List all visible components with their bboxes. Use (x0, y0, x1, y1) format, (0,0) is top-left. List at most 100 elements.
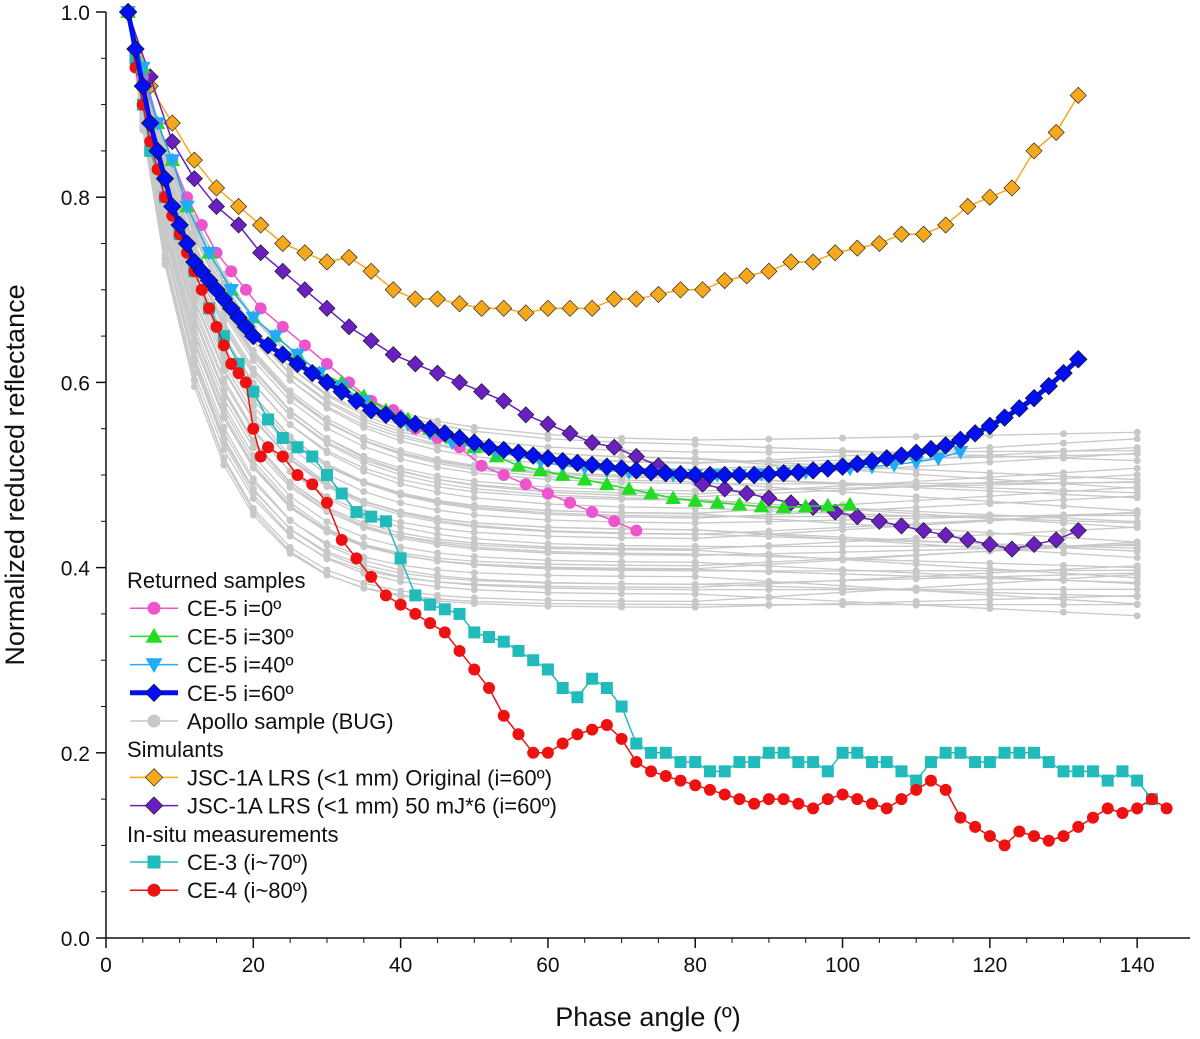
apollo-point (286, 499, 294, 507)
data-point (223, 283, 240, 298)
data-point (541, 487, 554, 500)
apollo-point (470, 505, 478, 513)
data-point (599, 476, 615, 491)
apollo-point (1060, 561, 1068, 569)
apollo-point (360, 424, 368, 432)
apollo-point (1060, 591, 1068, 599)
data-point (703, 765, 716, 778)
data-point (1057, 830, 1070, 843)
data-point (428, 364, 446, 382)
data-point (420, 419, 440, 438)
data-point (797, 498, 814, 513)
apollo-point (765, 601, 773, 609)
legend-swatch-marker (147, 601, 161, 615)
legend-swatch-marker (144, 683, 164, 702)
apollo-point (249, 457, 257, 465)
apollo-point (470, 543, 478, 551)
data-point (959, 197, 977, 215)
data-point (274, 262, 292, 280)
apollo-sample-curves (124, 8, 1141, 620)
data-point (140, 113, 160, 133)
apollo-point (839, 488, 847, 496)
apollo-point (433, 524, 441, 532)
apollo-point (1133, 600, 1141, 608)
data-point (170, 215, 189, 235)
apollo-point (691, 573, 699, 581)
data-point (910, 783, 923, 796)
legend-swatch-marker (147, 855, 161, 869)
data-point (532, 462, 549, 477)
data-point (273, 345, 292, 364)
data-point (317, 373, 337, 392)
apollo-point (912, 433, 920, 441)
apollo-point (1060, 472, 1068, 480)
data-point (568, 453, 587, 473)
apollo-point (1133, 574, 1141, 582)
data-point (969, 820, 982, 833)
data-point (497, 635, 510, 648)
apollo-point (249, 402, 257, 410)
data-point (630, 737, 643, 750)
apollo-point (433, 549, 441, 557)
apollo-point (839, 542, 847, 550)
legend-entry-ce5-i40: CE-5 i=40º (187, 653, 293, 678)
apollo-point (765, 444, 773, 452)
apollo-curve (127, 11, 1138, 464)
data-point (483, 631, 496, 644)
apollo-point (1133, 593, 1141, 601)
apollo-point (1133, 464, 1141, 472)
apollo-point (470, 535, 478, 543)
apollo-point (286, 397, 294, 405)
apollo-point (286, 492, 294, 500)
legend-group-title: Returned samples (127, 568, 306, 593)
apollo-curve (127, 11, 1138, 490)
apollo-point (323, 418, 331, 426)
apollo-point (691, 567, 699, 575)
data-point (296, 244, 314, 262)
data-point (848, 508, 866, 526)
apollo-point (190, 303, 198, 311)
apollo-point (691, 519, 699, 527)
data-point (468, 663, 481, 676)
apollo-point (323, 541, 331, 549)
data-point (239, 376, 252, 389)
apollo-point (765, 586, 773, 594)
data-point (217, 339, 230, 352)
data-point (848, 239, 866, 257)
apollo-point (912, 482, 920, 490)
apollo-curve (127, 11, 1138, 465)
data-point (320, 496, 333, 509)
apollo-point (691, 558, 699, 566)
apollo-point (618, 542, 626, 550)
data-point (1028, 746, 1041, 759)
data-point (148, 141, 167, 161)
data-point (306, 450, 319, 463)
apollo-curve (127, 11, 1138, 494)
apollo-point (618, 558, 626, 566)
data-point (225, 357, 238, 370)
apollo-point (433, 539, 441, 547)
data-point (203, 302, 216, 315)
data-point (731, 496, 748, 511)
data-point (230, 216, 248, 234)
data-point (553, 451, 572, 471)
apollo-point (618, 566, 626, 574)
data-point (645, 765, 658, 778)
apollo-point (323, 555, 331, 563)
apollo-point (286, 531, 294, 539)
apollo-curve (127, 11, 1138, 572)
data-point (656, 463, 675, 483)
legend-swatch-marker (145, 658, 163, 674)
data-point (937, 216, 955, 234)
apollo-point (249, 475, 257, 483)
data-point (583, 299, 601, 317)
data-point (1069, 350, 1088, 369)
apollo-point (433, 488, 441, 496)
data-point (820, 497, 836, 512)
legend-entry-jsc-orig: JSC-1A LRS (<1 mm) Original (i=60º) (187, 765, 552, 790)
data-point (1101, 774, 1114, 787)
apollo-point (544, 565, 552, 573)
apollo-point (323, 404, 331, 412)
data-point (306, 478, 319, 491)
data-point (276, 450, 289, 463)
